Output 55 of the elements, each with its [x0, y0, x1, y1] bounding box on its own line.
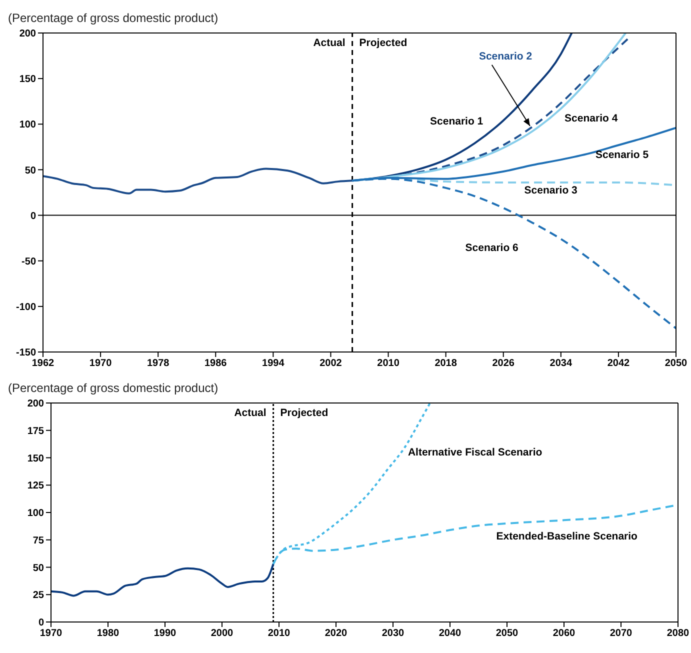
x-tick-label: 1990	[154, 628, 177, 640]
y-tick-label: 25	[32, 590, 44, 602]
y-axis-title: (Percentage of gross domestic product)	[8, 10, 220, 27]
y-tick-label: -100	[16, 302, 36, 313]
x-tick-label: 2050	[664, 358, 688, 370]
y-tick-label: 100	[27, 508, 44, 520]
x-tick-label: 2026	[492, 358, 515, 370]
y-tick-label: 0	[30, 210, 36, 222]
y-tick-label: -150	[16, 348, 36, 359]
y-tick-label: 175	[27, 426, 44, 437]
x-tick-label: 2010	[377, 358, 400, 370]
x-tick-label: 1980	[96, 628, 120, 640]
y-tick-label: 200	[27, 398, 44, 410]
y-tick-label: -50	[22, 256, 36, 268]
y-tick-label: 150	[27, 453, 44, 464]
x-tick-label: 2000	[210, 628, 234, 640]
text: Scenario 6	[465, 242, 519, 254]
y-axis-title: (Percentage of gross domestic product)	[8, 380, 220, 397]
x-tick-label: 2010	[268, 628, 291, 640]
y-tick-label: 75	[32, 535, 44, 546]
x-tick-label: 1994	[262, 358, 285, 370]
x-tick-label: 1962	[32, 358, 55, 370]
series-label: Alternative Fiscal Scenario	[408, 446, 542, 458]
x-tick-label: 2002	[320, 358, 342, 370]
x-tick-label: 2034	[550, 358, 572, 370]
y-tick-label: 100	[19, 120, 36, 131]
y-tick-label: 50	[24, 165, 36, 176]
series-label: Scenario 1	[430, 115, 484, 128]
y-tick-label: 150	[19, 74, 36, 86]
y-tick-label: 50	[32, 562, 44, 574]
series-label: Scenario 3	[524, 184, 578, 197]
y-tick-label: 125	[27, 480, 44, 492]
annotation: Actual	[234, 407, 266, 419]
series-label: Scenario 4	[564, 112, 618, 125]
y-tick-label: 200	[19, 28, 36, 40]
x-tick-label: 2030	[382, 628, 405, 640]
x-tick-label: 1978	[146, 358, 170, 370]
series-label: Extended-Baseline Scenario	[496, 530, 638, 543]
x-tick-label: 2040	[438, 628, 462, 640]
x-tick-label: 2050	[496, 628, 519, 640]
y-tick-label: 0	[38, 618, 44, 629]
x-tick-label: 2042	[607, 358, 630, 370]
x-tick-label: 2018	[434, 358, 458, 370]
x-tick-label: 1970	[89, 358, 112, 370]
annotation: Projected	[359, 37, 408, 49]
annotation: Actual	[313, 37, 346, 49]
series-label: Scenario 5	[595, 149, 649, 162]
x-tick-label: 1986	[204, 358, 228, 370]
annotation: Projected	[280, 407, 328, 419]
x-tick-label: 1970	[40, 628, 63, 640]
x-tick-label: 2020	[324, 628, 348, 640]
x-tick-label: 2060	[552, 628, 576, 640]
x-tick-label: 2080	[666, 628, 690, 640]
text: Scenario 2	[478, 50, 532, 63]
x-tick-label: 2070	[610, 628, 633, 640]
